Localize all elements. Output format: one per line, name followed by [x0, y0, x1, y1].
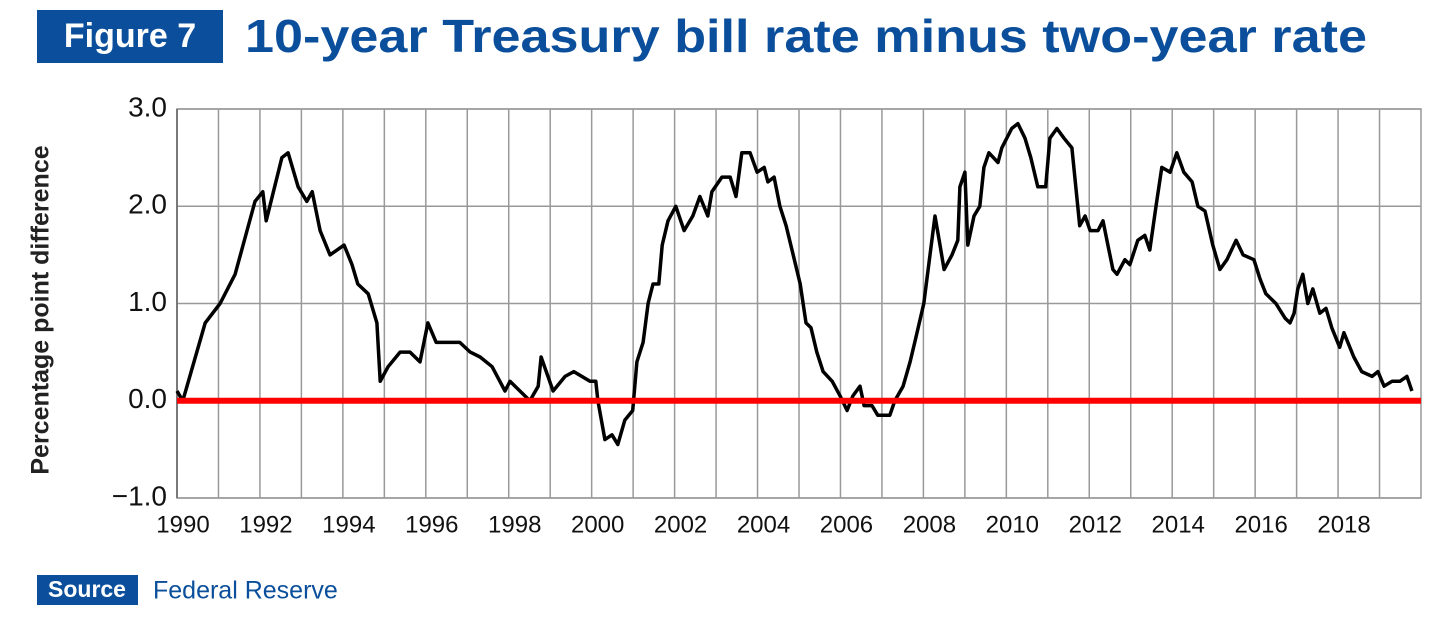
x-tick-label: 2016 — [1234, 511, 1287, 538]
y-tick-label: 2.0 — [128, 189, 167, 220]
x-tick-label: 2004 — [737, 511, 790, 538]
x-tick-label: 2010 — [986, 511, 1039, 538]
plot-area: −1.0 0.0 1.0 2.0 3.0 1990 1992 1994 1996 1998 2000… — [112, 91, 1422, 538]
x-tick-label: 2008 — [903, 511, 956, 538]
x-tick-label: 2014 — [1152, 511, 1205, 538]
source-text: Federal Reserve — [153, 577, 338, 605]
x-tick-label: 2002 — [654, 511, 707, 538]
x-tick-label: 1990 — [156, 511, 209, 538]
x-tick-label: 2018 — [1317, 511, 1370, 538]
source-label: Source — [48, 576, 126, 602]
y-tick-label: 1.0 — [128, 286, 167, 317]
x-tick-label: 2000 — [571, 511, 624, 538]
figure-badge — [37, 10, 223, 63]
y-tick-label: 3.0 — [128, 91, 167, 122]
figure-label: Figure 7 — [64, 17, 196, 55]
x-tick-label: 1994 — [322, 511, 375, 538]
source-badge — [37, 575, 138, 605]
x-tick-label: 2006 — [820, 511, 873, 538]
x-tick-label: 1998 — [488, 511, 541, 538]
x-tick-label: 1996 — [405, 511, 458, 538]
x-tick-label: 1992 — [239, 511, 292, 538]
y-tick-label: −1.0 — [112, 480, 167, 511]
y-tick-label: 0.0 — [128, 383, 167, 414]
data-line — [175, 121, 1414, 447]
x-tick-label: 2012 — [1069, 511, 1122, 538]
chart-title: 10-year Treasury bill rate minus two-yea… — [245, 10, 1367, 62]
y-axis-label: Percentage point difference — [27, 145, 55, 474]
